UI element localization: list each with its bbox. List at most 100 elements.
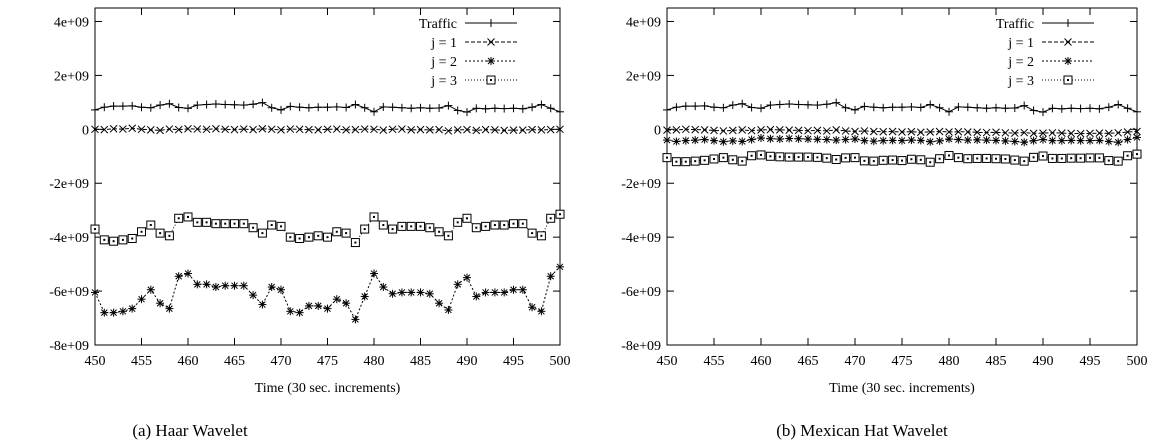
legend-marker bbox=[486, 75, 496, 85]
data-point bbox=[1113, 156, 1123, 166]
data-point bbox=[963, 128, 972, 136]
data-point bbox=[369, 212, 379, 222]
data-point bbox=[898, 103, 906, 112]
data-point bbox=[360, 292, 369, 301]
data-point bbox=[710, 126, 718, 135]
data-point bbox=[425, 289, 434, 298]
data-point bbox=[285, 232, 295, 242]
data-point bbox=[444, 101, 453, 110]
data-point bbox=[212, 124, 220, 133]
data-point bbox=[230, 125, 239, 134]
data-point bbox=[193, 280, 202, 289]
data-point bbox=[332, 227, 342, 237]
data-point bbox=[841, 135, 850, 144]
data-point bbox=[804, 135, 812, 144]
data-point bbox=[127, 234, 137, 244]
legend-marker bbox=[1063, 75, 1073, 85]
data-point bbox=[490, 104, 499, 113]
data-point bbox=[202, 280, 211, 289]
data-point bbox=[794, 100, 803, 109]
data-point bbox=[146, 126, 155, 134]
data-point bbox=[463, 273, 471, 282]
data-point bbox=[239, 125, 248, 133]
data-point bbox=[710, 103, 718, 112]
data-point bbox=[1039, 108, 1047, 117]
data-point bbox=[249, 291, 258, 300]
y-tick-label: -8e+09 bbox=[49, 339, 89, 354]
data-point bbox=[500, 288, 509, 297]
data-point bbox=[192, 217, 202, 227]
legend-label: j = 3 bbox=[430, 74, 457, 89]
data-point bbox=[841, 153, 851, 163]
y-tick-label: 0 bbox=[654, 123, 661, 138]
data-point bbox=[1085, 153, 1095, 163]
x-tick-label: 455 bbox=[131, 354, 152, 369]
data-point bbox=[926, 100, 935, 109]
data-point bbox=[491, 126, 499, 134]
x-tick-label: 475 bbox=[892, 354, 913, 369]
data-point bbox=[416, 288, 425, 297]
data-point bbox=[1095, 104, 1104, 113]
data-point bbox=[757, 133, 765, 142]
data-point bbox=[832, 98, 841, 107]
legend-item: Traffic bbox=[419, 17, 517, 32]
data-point bbox=[907, 136, 916, 145]
data-point bbox=[982, 128, 991, 137]
data-point bbox=[738, 137, 747, 146]
data-point bbox=[681, 136, 690, 145]
data-point bbox=[202, 217, 212, 227]
data-point bbox=[239, 219, 249, 229]
data-point bbox=[443, 231, 453, 241]
data-point bbox=[888, 103, 897, 112]
series-4 bbox=[90, 209, 565, 248]
data-point bbox=[90, 224, 100, 234]
data-point bbox=[100, 308, 109, 317]
x-tick-label: 490 bbox=[1033, 354, 1054, 369]
panel-mexican-hat-wavelet: -8e+09 -6e+09 -4e+09 -2e+09 0 2e+09 4e+09 450 45… bbox=[621, 7, 1148, 440]
data-point bbox=[435, 104, 444, 113]
data-point bbox=[963, 154, 973, 164]
data-point bbox=[1001, 104, 1010, 113]
data-point bbox=[314, 126, 323, 134]
data-point bbox=[202, 100, 211, 109]
x-tick-label: 455 bbox=[704, 354, 725, 369]
data-point bbox=[1010, 137, 1019, 146]
data-point bbox=[690, 156, 700, 166]
data-point bbox=[100, 125, 109, 134]
data-point bbox=[174, 125, 183, 134]
data-point bbox=[718, 153, 728, 163]
data-point bbox=[1095, 129, 1104, 137]
data-point bbox=[91, 105, 99, 114]
data-point bbox=[719, 103, 728, 112]
data-point bbox=[342, 299, 351, 308]
data-point bbox=[803, 152, 813, 162]
data-point bbox=[1123, 128, 1132, 136]
data-point bbox=[728, 136, 737, 145]
data-point bbox=[119, 125, 127, 133]
data-point bbox=[775, 152, 785, 162]
data-point bbox=[691, 125, 700, 134]
data-point bbox=[1029, 106, 1038, 115]
data-point bbox=[556, 125, 564, 134]
data-point bbox=[935, 154, 945, 164]
data-point bbox=[822, 127, 831, 135]
series-2 bbox=[91, 124, 564, 135]
data-point bbox=[165, 99, 174, 108]
data-point bbox=[453, 217, 463, 227]
data-point bbox=[1086, 129, 1094, 138]
data-point bbox=[211, 99, 220, 108]
data-point bbox=[286, 125, 295, 133]
data-point bbox=[304, 103, 313, 112]
data-point bbox=[663, 136, 671, 145]
data-point bbox=[906, 154, 916, 164]
y-tick-label: -4e+09 bbox=[49, 231, 89, 246]
data-point bbox=[435, 299, 444, 308]
data-point bbox=[954, 127, 963, 136]
data-point bbox=[709, 154, 719, 164]
data-point bbox=[700, 101, 709, 110]
data-point bbox=[388, 289, 397, 298]
data-point bbox=[184, 104, 192, 113]
data-point bbox=[1057, 129, 1066, 137]
data-point bbox=[277, 285, 285, 294]
data-point bbox=[1114, 128, 1123, 137]
